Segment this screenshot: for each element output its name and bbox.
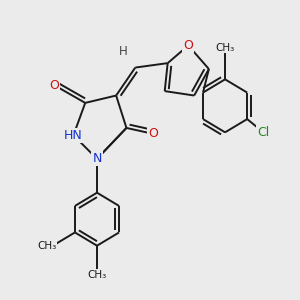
Text: H: H — [119, 45, 128, 58]
Text: N: N — [92, 152, 102, 165]
Text: O: O — [50, 79, 59, 92]
Text: O: O — [183, 39, 193, 52]
Text: CH₃: CH₃ — [87, 270, 106, 280]
Text: HN: HN — [64, 129, 83, 142]
Text: CH₃: CH₃ — [37, 241, 57, 251]
Text: O: O — [148, 127, 158, 140]
Text: CH₃: CH₃ — [215, 43, 235, 52]
Text: Cl: Cl — [257, 126, 269, 139]
